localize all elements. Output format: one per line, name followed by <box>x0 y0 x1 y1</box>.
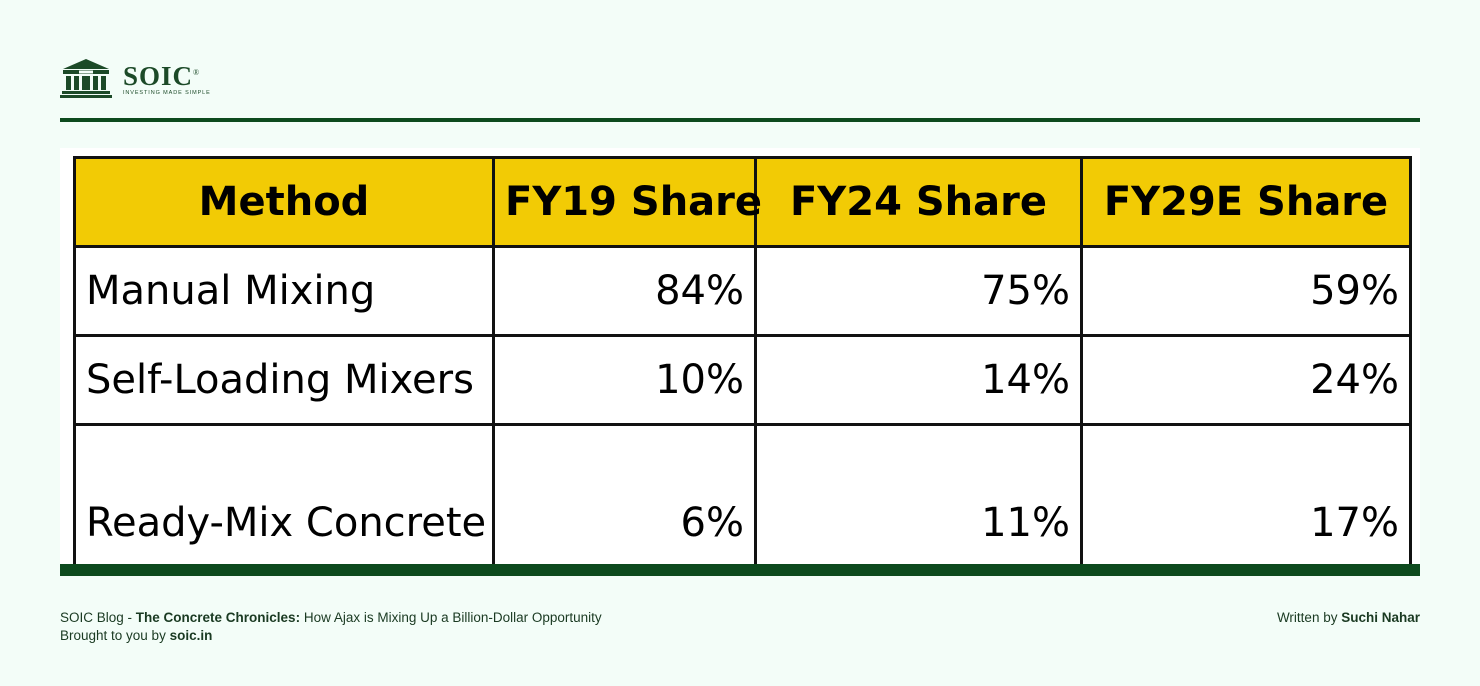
header-method: Method <box>73 156 495 248</box>
brand-tagline: INVESTING MADE SIMPLE <box>123 89 211 96</box>
header-fy29e: FY29E Share <box>1080 156 1412 248</box>
fy29e-cell: 17% <box>1080 423 1412 569</box>
site-link[interactable]: soic.in <box>169 628 213 643</box>
soic-logo[interactable]: SOIC® INVESTING MADE SIMPLE <box>60 58 211 98</box>
fy24-cell: 14% <box>754 334 1083 426</box>
blog-title[interactable]: The Concrete Chronicles: <box>135 610 301 625</box>
method-cell: Ready-Mix Concrete <box>73 423 495 569</box>
brought-prefix: Brought to you by <box>60 628 170 643</box>
header-fy24: FY24 Share <box>754 156 1083 248</box>
method-cell: Self-Loading Mixers <box>73 334 495 426</box>
method-cell: Manual Mixing <box>73 245 495 337</box>
header-fy19: FY19 Share <box>492 156 762 248</box>
author-credit: Written by Suchi Nahar <box>1277 609 1420 627</box>
market-share-table: Method FY19 Share FY24 Share FY29E Share… <box>73 156 1412 569</box>
footer-credits: SOIC Blog - The Concrete Chronicles: How… <box>60 609 602 645</box>
written-prefix: Written by <box>1276 610 1342 625</box>
table-header-row: Method FY19 Share FY24 Share FY29E Share <box>73 156 1412 248</box>
table-row: Ready-Mix Concrete 6% 11% 17% <box>73 423 1412 569</box>
author-name: Suchi Nahar <box>1341 610 1420 625</box>
table-row: Self-Loading Mixers 10% 14% 24% <box>73 334 1412 426</box>
fy24-cell: 11% <box>754 423 1083 569</box>
fy29e-cell: 24% <box>1080 334 1412 426</box>
blog-prefix: SOIC Blog - <box>60 610 136 625</box>
brought-line: Brought to you by soic.in <box>60 627 602 645</box>
blog-line: SOIC Blog - The Concrete Chronicles: How… <box>60 609 602 627</box>
temple-columns-icon <box>60 59 112 98</box>
fy19-cell: 84% <box>492 245 757 337</box>
fy19-cell: 10% <box>492 334 757 426</box>
bottom-divider <box>60 564 1420 576</box>
blog-subtitle[interactable]: How Ajax is Mixing Up a Billion-Dollar O… <box>300 610 602 625</box>
fy29e-cell: 59% <box>1080 245 1412 337</box>
fy19-cell: 6% <box>492 423 757 569</box>
fy24-cell: 75% <box>754 245 1083 337</box>
top-divider <box>60 118 1420 122</box>
brand-name: SOIC® <box>123 60 201 91</box>
table-row: Manual Mixing 84% 75% 59% <box>73 245 1412 337</box>
